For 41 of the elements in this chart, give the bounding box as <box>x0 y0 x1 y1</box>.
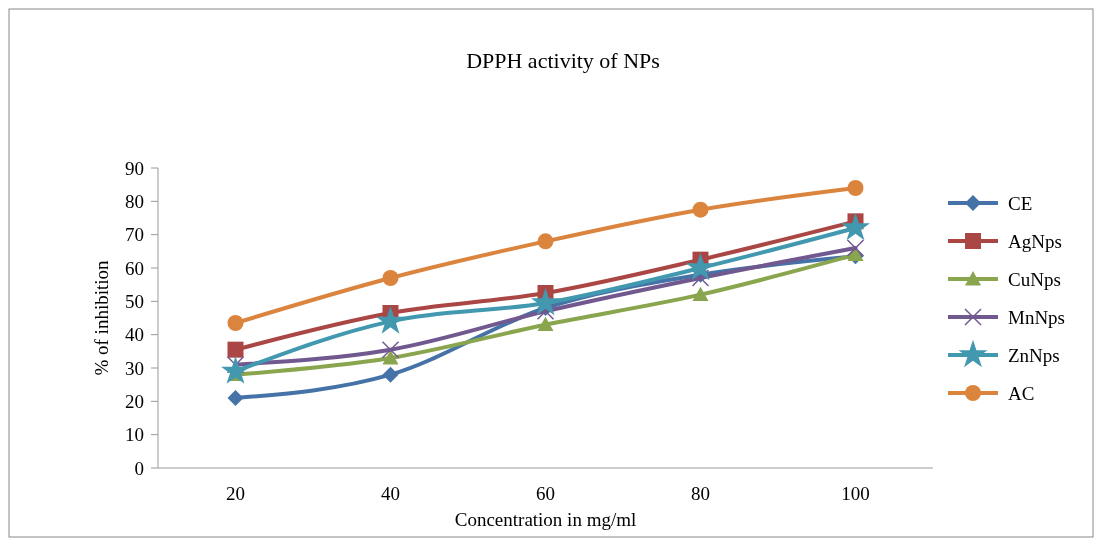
chart-title: DPPH activity of NPs <box>466 48 660 73</box>
y-tick-label: 10 <box>125 424 144 446</box>
point <box>381 340 400 359</box>
x-tick-label: 20 <box>226 483 245 504</box>
y-tick-label: 80 <box>125 190 144 212</box>
point <box>382 366 399 383</box>
point <box>531 287 560 316</box>
legend-label: ZnNps <box>1008 344 1060 366</box>
y-axis-title: % of inhibition <box>91 259 112 376</box>
point <box>376 306 405 334</box>
x-axis-title: Concentration in mg/ml <box>454 509 637 530</box>
point <box>692 201 709 218</box>
y-tick-label: 70 <box>125 224 144 246</box>
y-tick-label: 30 <box>125 357 144 379</box>
point <box>692 286 709 302</box>
point <box>227 390 244 406</box>
x-tick-label: 100 <box>841 483 870 504</box>
legend-label: CE <box>1008 192 1033 214</box>
point <box>227 341 244 358</box>
y-tick-label: 90 <box>125 157 144 179</box>
point <box>537 316 554 332</box>
point <box>537 233 554 250</box>
legend-label: MnNps <box>1008 306 1066 328</box>
point <box>846 239 865 257</box>
point <box>221 356 250 384</box>
x-tick-label: 60 <box>536 483 555 504</box>
legend-label: AgNps <box>1008 230 1062 252</box>
y-tick-label: 60 <box>125 257 144 279</box>
x-tick-label: 80 <box>691 483 710 504</box>
point <box>382 270 399 286</box>
y-tick-label: 0 <box>134 457 144 479</box>
x-tick-label: 40 <box>381 483 400 504</box>
point <box>382 350 399 365</box>
point <box>841 212 870 241</box>
legend-label: AC <box>1008 382 1035 404</box>
point <box>847 180 864 196</box>
legend-label: CuNps <box>1008 268 1061 290</box>
y-tick-label: 20 <box>125 390 144 412</box>
point <box>227 315 244 331</box>
y-tick-label: 50 <box>125 290 144 312</box>
y-tick-label: 40 <box>125 324 144 346</box>
